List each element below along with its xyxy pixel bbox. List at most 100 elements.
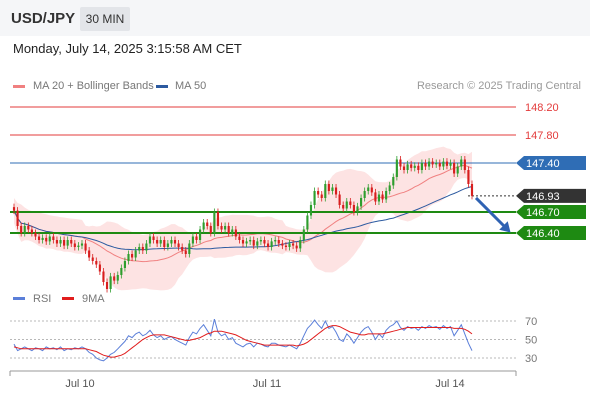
candle-body xyxy=(395,159,398,177)
candle-body xyxy=(249,240,252,242)
candle-body xyxy=(292,243,295,246)
candle-body xyxy=(70,240,73,244)
candle-body xyxy=(263,240,266,244)
candle-body xyxy=(385,191,388,200)
level-tag-147.40 xyxy=(516,156,586,170)
candle-body xyxy=(113,276,116,281)
candle-body xyxy=(163,240,166,247)
level-tag-text-146.40: 146.40 xyxy=(526,228,560,240)
candle-body xyxy=(231,229,234,233)
candle-body xyxy=(277,240,280,244)
candle-body xyxy=(241,240,245,244)
candle-body xyxy=(34,233,37,237)
candle-body xyxy=(317,191,320,195)
candle-body xyxy=(227,226,230,233)
candle-body xyxy=(345,201,348,209)
candle-body xyxy=(388,185,391,191)
rsi-ma-legend-swatch xyxy=(62,297,74,300)
candle-body xyxy=(381,194,384,200)
candle-body xyxy=(463,159,466,170)
candle-body xyxy=(120,268,123,275)
candle-body xyxy=(123,261,126,268)
candle-body xyxy=(127,254,130,261)
candle-body xyxy=(166,243,169,247)
candle-body xyxy=(245,241,248,244)
candle-body xyxy=(145,243,148,251)
candle-body xyxy=(284,245,288,247)
candle-body xyxy=(105,282,109,289)
candle-body xyxy=(377,194,381,202)
candle-body xyxy=(181,247,184,251)
candle-body xyxy=(309,205,313,216)
candle-body xyxy=(453,163,456,174)
candle-body xyxy=(213,212,216,233)
candle-body xyxy=(220,226,223,230)
rsi-legend-swatch xyxy=(13,297,25,300)
candle-body xyxy=(234,229,237,237)
candle-body xyxy=(170,240,173,244)
projection-arrow-layer xyxy=(474,196,511,233)
candle-body xyxy=(392,177,395,186)
candle-body xyxy=(102,271,105,282)
level-tag-text-146.93: 146.93 xyxy=(526,191,560,203)
candle-body xyxy=(152,236,155,240)
level-tag-layer: 148.20 147.80 147.40 146.93 146.70 146.40 xyxy=(516,102,586,240)
candle-body xyxy=(406,164,409,170)
candle-body xyxy=(159,240,162,244)
candle-body xyxy=(327,184,330,191)
candle-body xyxy=(77,245,80,247)
candle-body xyxy=(73,243,76,247)
candle-body xyxy=(188,243,191,254)
candle-body xyxy=(63,240,66,246)
candle-body xyxy=(399,159,402,167)
rsi-line xyxy=(13,318,473,362)
candle-body xyxy=(59,240,62,244)
ma20-line xyxy=(13,164,473,263)
candle-body xyxy=(41,237,44,240)
symbol-label: USD/JPY xyxy=(11,10,76,27)
candle-body xyxy=(338,194,341,205)
candle-body xyxy=(306,215,309,230)
level-tag-146.40 xyxy=(516,226,586,240)
time-axis: Jul 10 Jul 11 Jul 14 xyxy=(9,370,517,390)
level-tag-146.93 xyxy=(516,188,586,203)
chart-datetime: Monday, July 14, 2025 3:15:58 AM CET xyxy=(13,41,242,56)
ma50-legend-swatch xyxy=(156,85,168,88)
candle-body xyxy=(141,247,144,251)
candle-body xyxy=(281,243,284,246)
candle-body xyxy=(302,229,305,240)
candle-body xyxy=(270,241,273,247)
candle-body xyxy=(16,210,19,226)
candle-body xyxy=(138,247,141,251)
level-label-147.80: 147.80 xyxy=(525,130,559,142)
chart-header: USD/JPY 30 MIN xyxy=(0,0,590,36)
candle-body xyxy=(320,194,323,198)
candle-body xyxy=(449,163,452,166)
candle-body xyxy=(334,187,338,195)
candle-body xyxy=(191,236,194,244)
candle-body xyxy=(156,240,159,244)
candle-body xyxy=(177,243,180,247)
candle-body xyxy=(80,243,84,246)
timeframe-badge[interactable]: 30 MIN xyxy=(80,7,130,31)
candle-body xyxy=(299,240,302,249)
candle-body xyxy=(206,222,209,226)
candle-body xyxy=(20,226,23,233)
candle-body xyxy=(12,207,16,211)
candle-body xyxy=(55,240,59,244)
candle-body xyxy=(27,226,30,230)
candle-body xyxy=(95,261,98,265)
candle-body xyxy=(184,250,187,254)
candle-body xyxy=(134,250,137,258)
candle-body xyxy=(467,170,470,184)
candle-body xyxy=(420,163,423,170)
candle-body xyxy=(470,184,474,196)
candle-body xyxy=(360,198,363,207)
candle-body xyxy=(417,165,420,170)
candle-body xyxy=(331,187,334,191)
candle-body xyxy=(252,240,255,246)
candle-body xyxy=(259,240,262,242)
rsi-tick-label-30: 30 xyxy=(525,353,537,365)
candle-body xyxy=(173,240,177,244)
